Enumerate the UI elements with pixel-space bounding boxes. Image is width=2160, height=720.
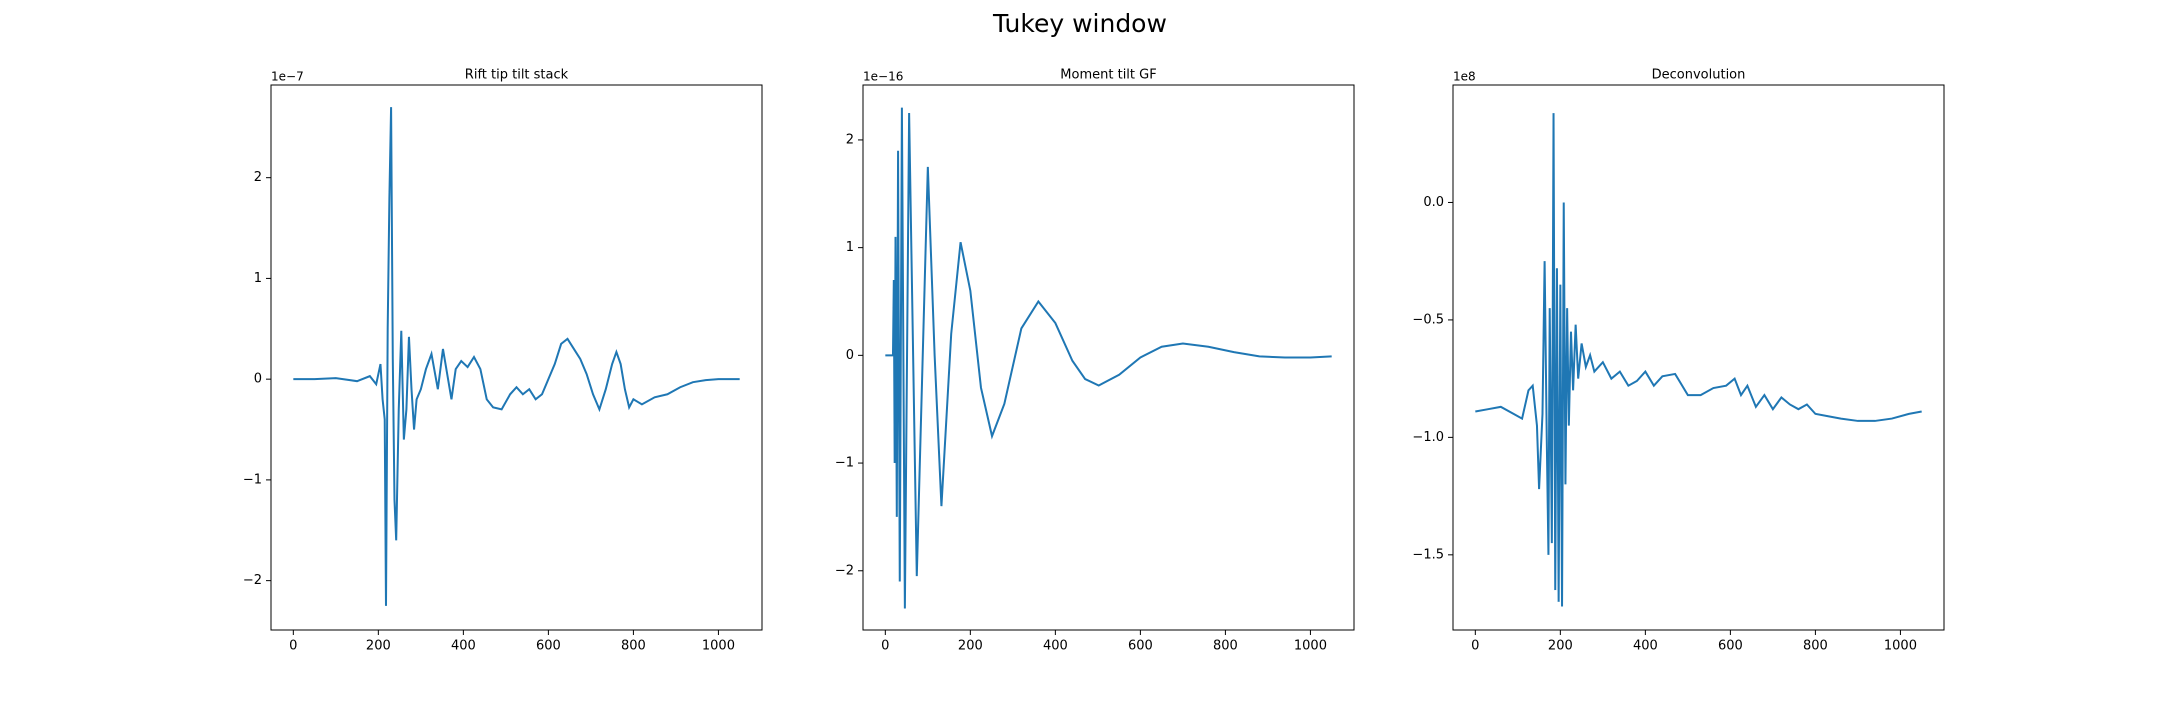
subplot-title: Moment tilt GF <box>1060 68 1156 83</box>
line <box>293 107 740 606</box>
x-tick-label: 600 <box>1128 639 1153 654</box>
x-tick-label: 400 <box>451 639 476 654</box>
y-offset-label: 1e−16 <box>863 70 903 84</box>
y-tick-label: −2 <box>243 573 262 588</box>
axes-frame <box>1452 84 1945 631</box>
axes-frame <box>270 84 763 631</box>
x-tick-label: 200 <box>366 639 391 654</box>
x-tick-label: 800 <box>1213 639 1238 654</box>
line <box>1475 113 1922 607</box>
x-tick-label: 800 <box>621 639 646 654</box>
y-tick-label: −0.5 <box>1412 312 1444 327</box>
y-tick-label: 0 <box>254 372 262 387</box>
y-tick-label: 2 <box>846 132 854 147</box>
x-tick-label: 800 <box>1803 639 1828 654</box>
x-tick-label: 200 <box>1548 639 1573 654</box>
subplot-title: Deconvolution <box>1652 68 1746 83</box>
y-offset-label: 1e−7 <box>271 70 304 84</box>
y-tick-label: 2 <box>254 170 262 185</box>
axes-frame <box>862 84 1355 631</box>
x-tick-label: 1000 <box>702 639 735 654</box>
x-tick-label: 0 <box>1471 639 1479 654</box>
x-tick-label: 0 <box>881 639 889 654</box>
y-tick-label: 1 <box>254 271 262 286</box>
x-tick-label: 1000 <box>1884 639 1917 654</box>
y-tick-label: −2 <box>835 563 854 578</box>
y-offset-label: 1e8 <box>1453 70 1476 84</box>
x-tick-label: 400 <box>1043 639 1068 654</box>
y-tick-label: −1.0 <box>1412 430 1444 445</box>
x-tick-label: 200 <box>958 639 983 654</box>
x-tick-label: 600 <box>536 639 561 654</box>
y-tick-label: −1 <box>243 472 262 487</box>
figure-title: Tukey window <box>992 9 1167 38</box>
y-tick-label: 0.0 <box>1423 195 1444 210</box>
x-tick-label: 0 <box>289 639 297 654</box>
y-tick-label: 0 <box>846 348 854 363</box>
subplot-title: Rift tip tilt stack <box>465 68 569 83</box>
x-tick-label: 600 <box>1718 639 1743 654</box>
y-tick-label: −1.5 <box>1412 547 1444 562</box>
x-tick-label: 1000 <box>1294 639 1327 654</box>
y-tick-label: −1 <box>835 456 854 471</box>
x-tick-label: 400 <box>1633 639 1658 654</box>
line <box>885 107 1332 609</box>
y-tick-label: 1 <box>846 240 854 255</box>
